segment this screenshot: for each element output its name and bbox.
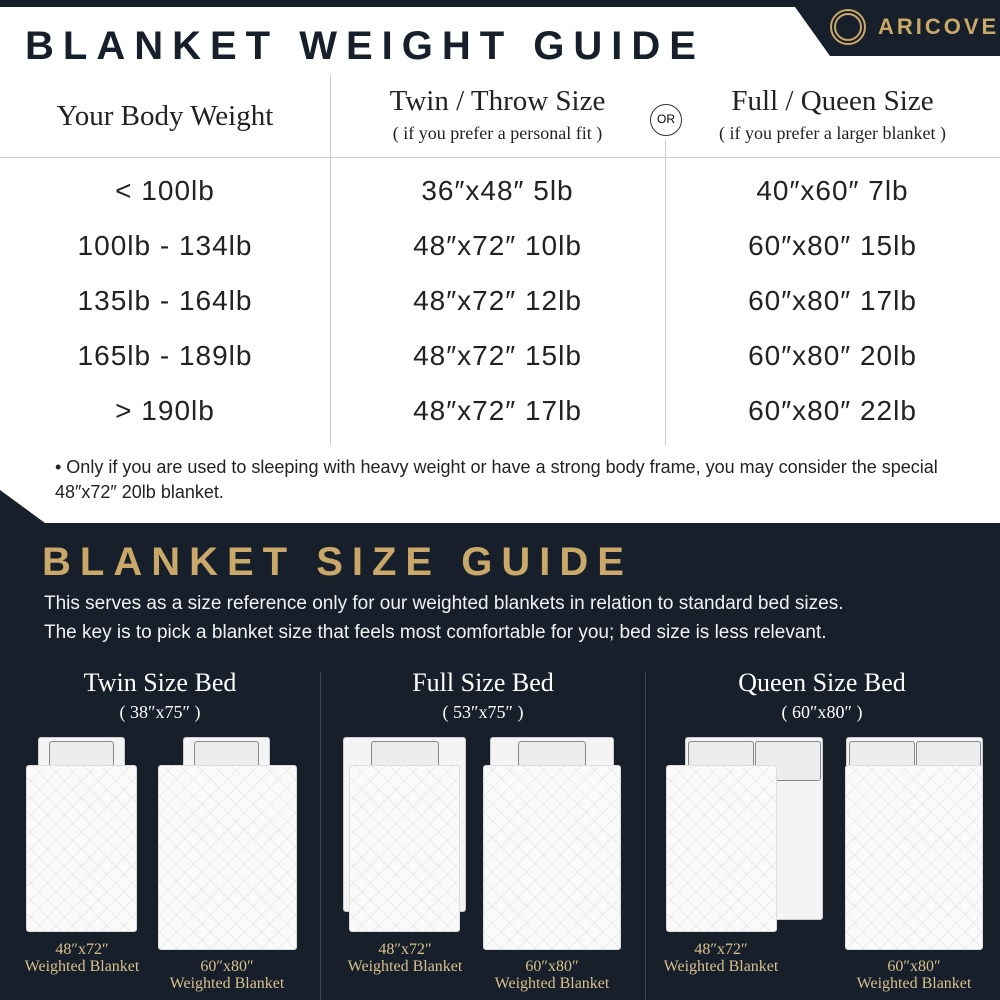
blanket-label: 60″x80″ Weighted Blanket [152,958,302,992]
full-cell: 60″x80″ 20lb [748,340,917,371]
col-body-weight: Your Body Weight [56,100,274,132]
full-cell: 60″x80″ 15lb [748,230,917,261]
col-full-sub: ( if you prefer a larger blanket ) [718,123,947,143]
twin-cell: 48″x72″ 12lb [413,285,582,316]
blanket-48x72 [349,765,460,932]
full-cell: 60″x80″ 22lb [748,395,917,426]
blanket-size: 60″x80″ [887,958,941,975]
blanket-text: Weighted Blanket [663,958,779,975]
blanket-60x80 [845,765,983,950]
weight-cell: 135lb - 164lb [77,285,253,316]
blanket-size: 48″x72″ [55,941,109,958]
col-twin: Twin / Throw Size [389,85,606,117]
twin-cell: 48″x72″ 10lb [413,230,582,261]
blanket-label: 60″x80″ Weighted Blanket [477,958,627,992]
blanket-48x72 [666,765,777,932]
pillow [518,741,586,767]
weight-guide-title: BLANKET WEIGHT GUIDE [25,24,705,68]
brand-name: ARICOVE [878,14,1000,39]
top-strip [0,0,1000,7]
bed-dims: ( 38″x75″ ) [119,702,201,722]
blanket-60x80 [483,765,621,950]
intro-line: This serves as a size reference only for… [44,593,844,614]
blanket-size: 48″x72″ [694,941,748,958]
intro-line: The key is to pick a blanket size that f… [44,622,827,643]
column-divider [665,140,666,445]
brand-logo: ARICOVE [790,0,1000,56]
weight-cell: 165lb - 189lb [77,340,253,371]
twin-cell: 48″x72″ 15lb [413,340,582,371]
full-cell: 40″x60″ 7lb [756,175,909,206]
weight-cell: 100lb - 134lb [77,230,253,261]
or-badge: OR [650,104,682,136]
blanket-60x80 [158,765,297,950]
pillow [49,741,114,767]
bed-dims: ( 60″x80″ ) [781,702,863,722]
table-row: < 100lb 36″x48″ 5lb 40″x60″ 7lb [0,175,1000,230]
weight-cell: < 100lb [115,175,215,206]
blanket-text: Weighted Blanket [24,958,140,975]
weight-table: < 100lb 36″x48″ 5lb 40″x60″ 7lb 100lb - … [0,175,1000,450]
pillow [371,741,439,767]
table-row: 165lb - 189lb 48″x72″ 15lb 60″x80″ 20lb [0,340,1000,395]
blanket-text: Weighted Blanket [169,975,285,992]
twin-bed-heading: Twin Size Bed ( 38″x75″ ) [20,668,300,723]
bed-name: Twin Size Bed [83,668,237,697]
blanket-label: 48″x72″ Weighted Blanket [7,941,157,975]
twin-cell: 36″x48″ 5lb [421,175,574,206]
blanket-size: 60″x80″ [525,958,579,975]
blanket-text: Weighted Blanket [856,975,972,992]
footnote: • Only if you are used to sleeping with … [55,457,938,502]
column-divider [330,75,331,445]
weight-cell: > 190lb [115,395,215,426]
section-divider [320,672,321,1000]
col-twin-sub: ( if you prefer a personal fit ) [392,123,603,143]
blanket-48x72 [26,765,137,932]
logo-swirl-icon [830,9,866,45]
blanket-label: 48″x72″ Weighted Blanket [646,941,796,975]
table-row: 135lb - 164lb 48″x72″ 12lb 60″x80″ 17lb [0,285,1000,340]
queen-bed-heading: Queen Size Bed ( 60″x80″ ) [682,668,962,723]
table-row: 100lb - 134lb 48″x72″ 10lb 60″x80″ 15lb [0,230,1000,285]
blanket-text: Weighted Blanket [494,975,610,992]
bed-dims: ( 53″x75″ ) [442,702,524,722]
pillow [194,741,259,767]
blanket-size: 48″x72″ [378,941,432,958]
twin-cell: 48″x72″ 17lb [413,395,582,426]
blanket-label: 48″x72″ Weighted Blanket [330,941,480,975]
table-row: > 190lb 48″x72″ 17lb 60″x80″ 22lb [0,395,1000,450]
blanket-size: 60″x80″ [200,958,254,975]
weight-guide-panel [0,0,1000,523]
bed-name: Queen Size Bed [738,668,906,697]
full-bed-heading: Full Size Bed ( 53″x75″ ) [343,668,623,723]
bed-name: Full Size Bed [412,668,554,697]
col-full: Full / Queen Size [731,85,934,117]
section-divider [645,672,646,1000]
blanket-label: 60″x80″ Weighted Blanket [839,958,989,992]
size-guide-title: BLANKET SIZE GUIDE [42,540,633,584]
header-divider [0,157,1000,158]
full-cell: 60″x80″ 17lb [748,285,917,316]
blanket-text: Weighted Blanket [347,958,463,975]
